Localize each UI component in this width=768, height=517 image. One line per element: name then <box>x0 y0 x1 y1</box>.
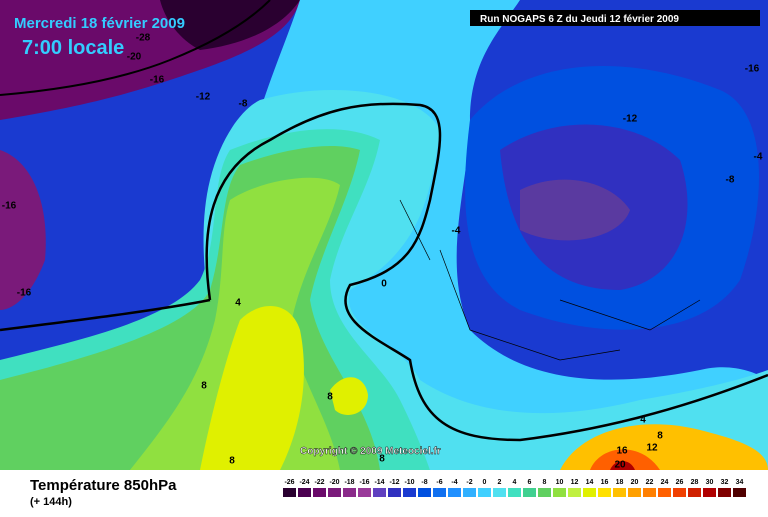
contour-label: 20 <box>614 460 626 471</box>
contours <box>0 0 768 442</box>
scale-label: -10 <box>404 479 414 486</box>
temperature-fields <box>0 0 768 470</box>
contour-label: -12 <box>623 114 638 125</box>
footer-lead: (+ 144h) <box>30 496 72 508</box>
scale-swatch <box>583 488 596 497</box>
run-label: Run NOGAPS 6 Z du Jeudi 12 février 2009 <box>480 14 679 25</box>
scale-swatch <box>433 488 446 497</box>
scale-swatch <box>658 488 671 497</box>
contour-label: 8 <box>657 431 663 442</box>
scale-label: -16 <box>359 479 369 486</box>
contour-label: -8 <box>726 175 735 186</box>
scale-label: 34 <box>736 479 744 486</box>
scale-label: -22 <box>314 479 324 486</box>
scale-swatch <box>403 488 416 497</box>
scale-swatch <box>568 488 581 497</box>
scale-swatch <box>298 488 311 497</box>
scale-label: -26 <box>284 479 294 486</box>
copyright: Copyright © 2009 Meteociel.fr <box>300 446 441 457</box>
scale-swatch <box>703 488 716 497</box>
scale-swatch <box>673 488 686 497</box>
scale-label: 32 <box>721 479 729 486</box>
scale-label: 20 <box>631 479 639 486</box>
scale-swatch <box>448 488 461 497</box>
scale-swatch <box>373 488 386 497</box>
scale-label: -2 <box>466 479 472 486</box>
contour-label: 4 <box>235 298 241 309</box>
contour-label: -12 <box>196 92 211 103</box>
scale-swatch <box>418 488 431 497</box>
scale-label: 14 <box>586 479 594 486</box>
scale-swatch <box>388 488 401 497</box>
contour-label: 0 <box>381 279 387 290</box>
scale-label: 16 <box>601 479 609 486</box>
scale-swatch <box>508 488 521 497</box>
contour-label: -16 <box>150 75 165 86</box>
scale-label: -12 <box>389 479 399 486</box>
run-box <box>470 10 760 26</box>
scale-swatch <box>523 488 536 497</box>
scale-swatch <box>553 488 566 497</box>
contour-label: 12 <box>646 443 658 454</box>
scale-label: 0 <box>483 479 487 486</box>
scale-label: 12 <box>571 479 579 486</box>
scale-label: -6 <box>436 479 442 486</box>
scale-swatch <box>358 488 371 497</box>
color-scale: -26 -24 -22 -20 -18 -16 -14 -12 -10 -8 -6 -4 -2 0 2 4 6 8… <box>283 479 746 497</box>
contour-label: -28 <box>136 33 151 44</box>
scale-swatch <box>463 488 476 497</box>
footer-title: Température 850hPa <box>30 477 177 494</box>
scale-label: -24 <box>299 479 309 486</box>
contour-label: 16 <box>616 446 628 457</box>
scale-label: -20 <box>329 479 339 486</box>
scale-label: 26 <box>676 479 684 486</box>
contour-label: -4 <box>754 152 763 163</box>
scale-label: 4 <box>513 479 517 486</box>
contour-label: 8 <box>327 392 333 403</box>
scale-swatch <box>718 488 731 497</box>
contour-label: -4 <box>452 226 461 237</box>
scale-swatch <box>313 488 326 497</box>
contour-label: -16 <box>17 288 32 299</box>
scale-swatch <box>733 488 746 497</box>
scale-swatch <box>478 488 491 497</box>
scale-swatch <box>328 488 341 497</box>
scale-label: 28 <box>691 479 699 486</box>
scale-label: 8 <box>543 479 547 486</box>
scale-swatch <box>538 488 551 497</box>
scale-label: 30 <box>706 479 714 486</box>
scale-label: 10 <box>556 479 564 486</box>
contour-label: 8 <box>201 381 207 392</box>
scale-label: 2 <box>498 479 502 486</box>
date-label: Mercredi 18 février 2009 <box>14 15 185 32</box>
scale-swatch <box>628 488 641 497</box>
scale-swatch <box>343 488 356 497</box>
scale-label: 22 <box>646 479 654 486</box>
scale-label: -4 <box>451 479 457 486</box>
scale-swatch <box>613 488 626 497</box>
scale-swatch <box>283 488 296 497</box>
scale-label: -14 <box>374 479 384 486</box>
scale-swatch <box>598 488 611 497</box>
scale-label: 18 <box>616 479 624 486</box>
contour-label: -16 <box>2 201 17 212</box>
scale-label: 6 <box>528 479 532 486</box>
time-label: 7:00 locale <box>22 37 124 59</box>
scale-swatch <box>493 488 506 497</box>
contour-label: -16 <box>745 64 760 75</box>
contour-label: -8 <box>239 99 248 110</box>
contour-labels: -28 -20 -16 -12 -8 -16 -12 -4 -8 -16 -16… <box>2 33 763 471</box>
scale-swatch <box>688 488 701 497</box>
contour-label: 8 <box>379 454 385 465</box>
scale-swatch <box>643 488 656 497</box>
scale-label: 24 <box>661 479 669 486</box>
scale-label: -18 <box>344 479 354 486</box>
contour-label: 4 <box>640 415 646 426</box>
contour-label: 8 <box>229 456 235 467</box>
contour-label: -20 <box>127 52 142 63</box>
scale-label: -8 <box>421 479 427 486</box>
